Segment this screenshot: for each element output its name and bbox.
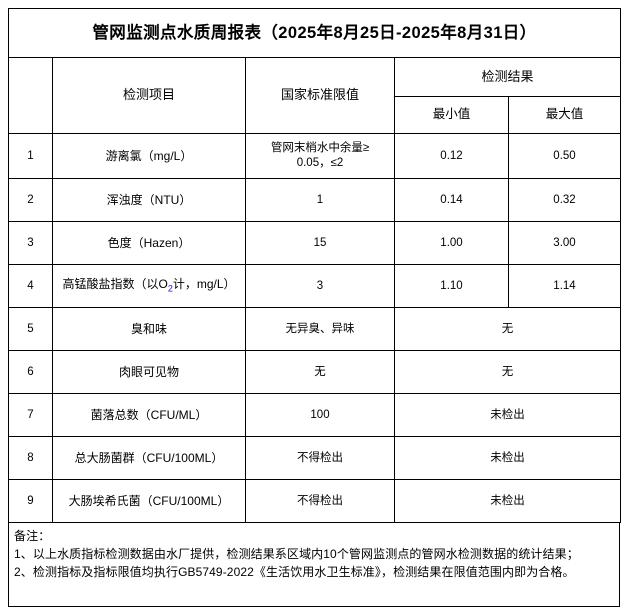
column-header-item: 检测项目 <box>52 57 246 134</box>
column-header-result-group: 检测结果 <box>394 57 621 97</box>
row-standard-limit: 无 <box>245 350 395 394</box>
limit-line-2: 0.05，≤2 <box>296 157 344 169</box>
oxygen-subscript: 2 <box>167 283 173 294</box>
table-row: 6 肉眼可见物 无 无 <box>8 350 621 394</box>
item-name-prefix: 高锰酸盐指数（以O <box>62 277 168 292</box>
table-subheader-row: 最小值 最大值 <box>9 96 621 134</box>
table-row: 1 游离氯（mg/L） 管网末梢水中余量≥ 0.05，≤2 0.12 0.50 <box>8 133 621 179</box>
row-item-name: 臭和味 <box>52 307 246 351</box>
table-title-row: 管网监测点水质周报表（2025年8月25日-2025年8月31日） <box>8 8 621 58</box>
row-result-min: 1.10 <box>394 264 509 308</box>
limit-line-1: 管网末梢水中余量≥ <box>270 142 370 155</box>
row-standard-limit: 不得检出 <box>245 479 395 523</box>
table-row: 3 色度（Hazen） 15 1.00 3.00 <box>8 221 621 265</box>
notes-heading: 备注： <box>14 529 51 543</box>
table-row: 9 大肠埃希氏菌（CFU/100ML） 不得检出 未检出 <box>8 479 621 523</box>
notes-line-2: 2、检测指标及指标限值均执行GB5749-2022《生活饮用水卫生标准》，检测结… <box>14 565 575 579</box>
row-result-min: 0.14 <box>394 178 509 222</box>
row-index: 3 <box>8 221 53 265</box>
row-index: 1 <box>8 133 53 179</box>
row-result-min: 1.00 <box>394 221 509 265</box>
column-header-limit: 国家标准限值 <box>245 57 395 134</box>
row-index: 7 <box>8 393 53 437</box>
report-sheet: 管网监测点水质周报表（2025年8月25日-2025年8月31日） 检测项目 国… <box>8 8 621 607</box>
row-result-merged: 无 <box>394 307 621 351</box>
row-standard-limit: 15 <box>245 221 395 265</box>
column-header-index <box>8 57 53 134</box>
row-item-name: 总大肠菌群（CFU/100ML） <box>52 436 246 480</box>
row-result-max: 1.14 <box>508 264 621 308</box>
row-standard-limit: 100 <box>245 393 395 437</box>
row-result-max: 0.32 <box>508 178 621 222</box>
table-row: 8 总大肠菌群（CFU/100ML） 不得检出 未检出 <box>8 436 621 480</box>
report-title: 管网监测点水质周报表（2025年8月25日-2025年8月31日） <box>8 8 621 58</box>
row-standard-limit: 管网末梢水中余量≥ 0.05，≤2 <box>245 133 395 179</box>
row-item-name: 肉眼可见物 <box>52 350 246 394</box>
row-index: 2 <box>8 178 53 222</box>
row-result-max: 0.50 <box>508 133 621 179</box>
table-header-row: 检测项目 国家标准限值 检测结果 <box>8 57 621 134</box>
table-row: 2 浑浊度（NTU） 1 0.14 0.32 <box>8 178 621 222</box>
item-name-suffix: 计，mg/L） <box>172 277 236 292</box>
notes-section: 备注： 1、以上水质指标检测数据由水厂提供，检测结果系区域内10个管网监测点的管… <box>8 523 620 607</box>
row-item-name: 高锰酸盐指数（以O2计，mg/L） <box>52 264 246 308</box>
row-result-merged: 无 <box>394 350 621 394</box>
row-item-name: 浑浊度（NTU） <box>52 178 246 222</box>
row-item-name: 大肠埃希氏菌（CFU/100ML） <box>52 479 246 523</box>
row-item-name: 色度（Hazen） <box>52 221 246 265</box>
row-result-merged: 未检出 <box>394 436 621 480</box>
row-index: 8 <box>8 436 53 480</box>
notes-line-1: 1、以上水质指标检测数据由水厂提供，检测结果系区域内10个管网监测点的管网水检测… <box>14 547 579 561</box>
row-result-min: 0.12 <box>394 133 509 179</box>
table-row: 7 菌落总数（CFU/ML） 100 未检出 <box>8 393 621 437</box>
row-standard-limit: 3 <box>245 264 395 308</box>
table-row: 5 臭和味 无异臭、异味 无 <box>8 307 621 351</box>
row-standard-limit: 1 <box>245 178 395 222</box>
row-index: 6 <box>8 350 53 394</box>
row-item-name: 菌落总数（CFU/ML） <box>52 393 246 437</box>
row-result-max: 3.00 <box>508 221 621 265</box>
row-result-merged: 未检出 <box>394 393 621 437</box>
column-header-max: 最大值 <box>508 96 621 134</box>
water-quality-table: 管网监测点水质周报表（2025年8月25日-2025年8月31日） 检测项目 国… <box>8 8 621 523</box>
row-index: 5 <box>8 307 53 351</box>
column-header-min: 最小值 <box>394 96 509 134</box>
row-standard-limit: 不得检出 <box>245 436 395 480</box>
table-row: 4 高锰酸盐指数（以O2计，mg/L） 3 1.10 1.14 <box>8 264 621 308</box>
row-item-name: 游离氯（mg/L） <box>52 133 246 179</box>
row-result-merged: 未检出 <box>394 479 621 523</box>
row-index: 9 <box>8 479 53 523</box>
row-standard-limit: 无异臭、异味 <box>245 307 395 351</box>
row-index: 4 <box>8 264 53 308</box>
